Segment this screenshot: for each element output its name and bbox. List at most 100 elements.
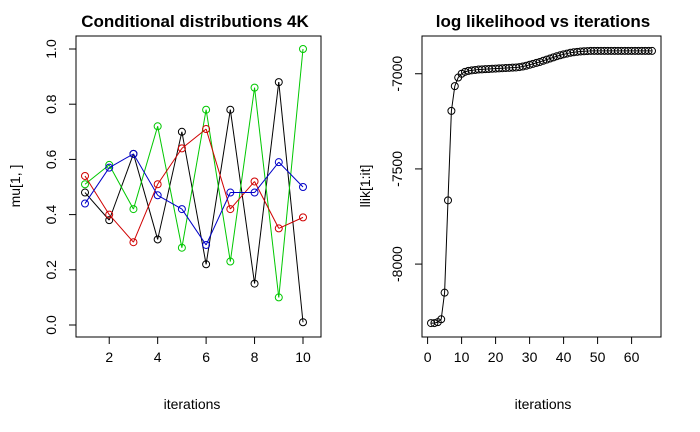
left-series-segment	[84, 175, 110, 215]
left-chart: Conditional distributions 4K 2 4 6 8 10 0.0 0…	[7, 12, 322, 412]
left-series-segment	[254, 87, 280, 298]
right-x-axis: 0 10 20 30 40 50 60	[424, 337, 640, 365]
right-chart: log likelihood vs iterations 0 10 20 30 40 50…	[357, 12, 662, 412]
left-x-tick-label: 6	[202, 349, 210, 365]
left-data-point	[226, 188, 235, 197]
left-series-segment	[157, 148, 183, 185]
left-plot-frame	[75, 35, 322, 338]
left-series-segment	[181, 131, 207, 265]
right-series-group	[427, 46, 656, 328]
left-series-segment	[181, 128, 207, 149]
right-plot-frame	[421, 35, 662, 338]
left-data-point	[177, 144, 186, 153]
left-series-segment	[157, 126, 183, 248]
left-data-point	[226, 205, 235, 214]
right-data-point	[546, 54, 554, 63]
right-data-point	[648, 46, 656, 55]
right-y-tick-label: -7500	[389, 151, 405, 187]
left-data-point	[177, 127, 186, 136]
right-x-tick-label: 0	[424, 349, 432, 365]
left-data-point	[153, 180, 162, 189]
right-x-tick-label: 60	[624, 349, 640, 365]
left-y-axis: 0.0 0.2 0.4 0.6 0.8 1.0	[43, 39, 76, 335]
left-series-segment	[157, 194, 183, 210]
left-data-point	[202, 260, 211, 269]
right-y-tick-label: -8000	[389, 246, 405, 282]
right-data-point	[437, 315, 446, 324]
left-y-tick-label: 0.8	[43, 94, 59, 114]
left-data-point	[226, 257, 235, 266]
left-series-segment	[254, 181, 280, 229]
right-x-tick-label: 30	[522, 349, 538, 365]
left-data-point	[299, 183, 307, 191]
left-y-tick-label: 1.0	[43, 39, 59, 59]
left-data-point	[274, 293, 283, 302]
left-data-point	[299, 318, 307, 327]
left-data-point	[250, 188, 259, 197]
left-data-point	[299, 213, 307, 222]
right-data-point	[539, 56, 548, 65]
right-x-tick-label: 20	[488, 349, 504, 365]
left-series-segment	[108, 164, 134, 210]
left-data-point	[299, 45, 307, 53]
left-series-segment	[278, 216, 304, 229]
left-data-point	[250, 279, 259, 288]
left-data-point	[81, 199, 89, 208]
left-series-segment	[132, 153, 159, 240]
left-data-point	[250, 177, 259, 186]
left-data-point	[202, 105, 211, 114]
right-data-point	[542, 55, 551, 64]
left-series-2	[81, 125, 307, 247]
right-data-point	[450, 82, 459, 91]
left-data-point	[81, 180, 89, 189]
right-chart-title: log likelihood vs iterations	[436, 12, 650, 31]
left-data-point	[226, 105, 235, 114]
left-data-point	[153, 122, 162, 131]
left-y-tick-label: 0.2	[43, 260, 59, 280]
left-series-segment	[278, 161, 304, 188]
left-data-point	[153, 235, 162, 244]
left-series-segment	[108, 153, 134, 169]
right-data-point	[535, 57, 544, 66]
left-data-point	[81, 171, 89, 180]
left-series-segment	[229, 181, 255, 210]
left-series-segment	[278, 82, 304, 323]
left-series-segment	[205, 192, 231, 246]
left-series-segment	[132, 126, 159, 210]
left-data-point	[177, 243, 186, 252]
right-series-0	[427, 46, 656, 328]
left-x-tick-label: 8	[251, 349, 259, 365]
left-series-segment	[278, 48, 304, 298]
left-data-point	[129, 149, 138, 158]
left-series-segment	[205, 128, 231, 210]
left-data-point	[250, 83, 259, 92]
right-y-tick-label: -7000	[389, 56, 405, 92]
left-x-tick-label: 10	[295, 349, 311, 365]
left-series-group	[81, 45, 307, 327]
left-x-tick-label: 4	[154, 349, 162, 365]
left-series-segment	[84, 164, 110, 185]
left-series-segment	[229, 109, 256, 284]
right-x-tick-label: 10	[454, 349, 470, 365]
left-y-tick-label: 0.6	[43, 149, 59, 169]
right-data-point	[447, 106, 456, 115]
right-data-point	[440, 288, 449, 297]
left-data-point	[105, 163, 114, 172]
left-x-tick-label: 2	[105, 349, 113, 365]
left-series-3	[81, 149, 307, 249]
left-series-segment	[229, 87, 256, 262]
left-series-segment	[133, 153, 159, 196]
left-series-0	[81, 78, 307, 327]
right-data-point	[430, 319, 439, 328]
left-x-axis: 2 4 6 8 10	[105, 337, 311, 365]
left-series-segment	[108, 214, 134, 243]
left-data-point	[274, 78, 283, 87]
left-data-point	[177, 205, 186, 214]
right-y-axis: -8000 -7500 -7000	[389, 56, 422, 282]
left-series-segment	[254, 82, 280, 284]
left-chart-title: Conditional distributions 4K	[81, 12, 309, 31]
left-data-point	[105, 210, 114, 219]
left-series-1	[81, 45, 307, 302]
left-y-tick-label: 0.0	[43, 315, 59, 335]
